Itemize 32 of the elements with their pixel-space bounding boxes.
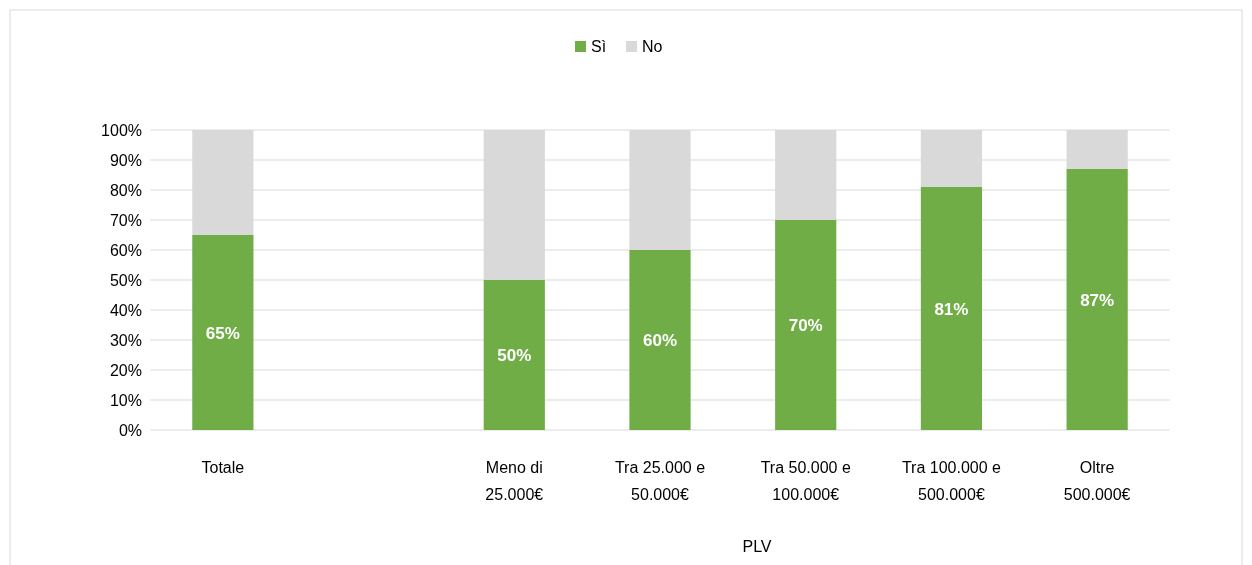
y-tick-label: 30% [109, 331, 142, 349]
data-label: 87% [1080, 290, 1115, 310]
data-label: 60% [642, 331, 678, 350]
y-tick-label: 80% [109, 181, 142, 199]
x-tick-label: Tra 25.000 e 50.000€ [614, 459, 706, 503]
legend-label: No [642, 38, 663, 55]
y-tick-label: 70% [109, 211, 142, 229]
x-tick-label: Meno di 25.000€ [485, 459, 544, 503]
bar [483, 280, 545, 430]
x-tick-label: Oltre 500.000€ [1063, 459, 1131, 503]
x-tick-label: Tra 50.000 e 100.000€ [760, 459, 851, 503]
y-tick-label: 50% [109, 271, 142, 289]
data-label: 50% [497, 346, 532, 365]
y-tick-label: 90% [109, 151, 142, 169]
bar [775, 220, 837, 430]
y-tick-label: 10% [109, 391, 142, 409]
data-label: 81% [934, 299, 969, 319]
bar [192, 235, 254, 430]
y-tick-label: 40% [109, 301, 142, 319]
data-label: 70% [788, 316, 823, 335]
y-tick-label: 20% [109, 361, 142, 379]
bar [629, 250, 691, 430]
bar [1066, 169, 1128, 430]
x-axis-title: PLV [742, 538, 772, 555]
y-tick-label: 0% [118, 421, 142, 439]
x-tick-label: Tra 100.000 e 500.000€ [901, 459, 1002, 503]
data-label: 65% [205, 323, 240, 343]
y-tick-label: 100% [101, 121, 142, 139]
bar [920, 187, 983, 430]
x-tick-label: Totale [201, 459, 245, 476]
legend-label: Sì [591, 38, 607, 55]
y-tick-label: 60% [109, 241, 142, 259]
